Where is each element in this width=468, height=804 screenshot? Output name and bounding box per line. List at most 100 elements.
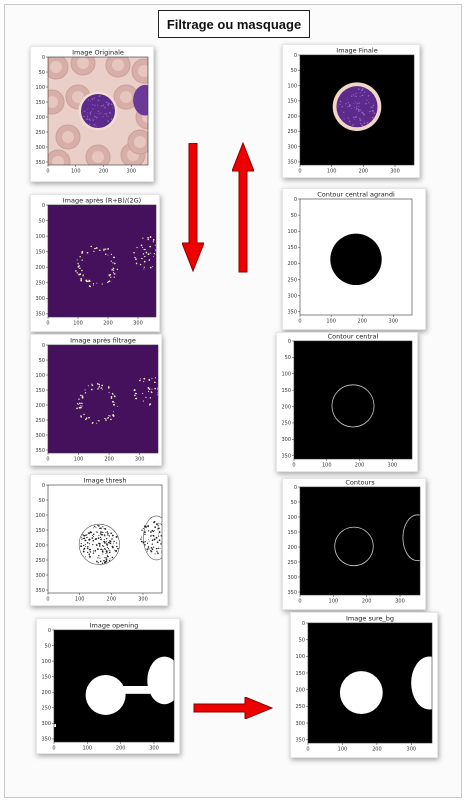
x-tick-label: 200 [107,597,117,603]
y-tick-label: 100 [287,83,297,89]
y-tick-label: 250 [287,560,297,566]
dark-pixel [98,534,100,536]
bright-pixel [160,391,161,392]
x-tick-label: 0 [298,599,301,605]
dark-pixel [92,540,94,542]
y-tick-label: 200 [35,543,45,549]
dark-pixel [80,545,83,548]
bright-pixel [113,402,115,404]
dark-pixel [107,548,109,550]
cell-texture [82,115,84,117]
cell-texture [86,116,89,118]
bright-pixel [77,403,80,405]
y-tick-label: 250 [35,281,45,287]
bright-pixel [108,414,110,417]
dark-pixel [85,534,87,536]
dark-pixel [103,534,106,536]
dark-pixel [103,540,106,543]
cell-texture [363,113,365,116]
y-tick-label: 0 [294,485,297,491]
cell-texture [348,120,351,123]
bright-pixel [113,276,115,278]
bright-pixel [107,247,109,250]
y-tick-label: 50 [39,498,45,504]
dark-pixel [83,549,85,551]
dark-pixel [147,525,150,528]
bright-pixel [109,415,111,417]
panel-image [54,630,174,742]
dark-pixel [157,547,159,549]
red-blood-cell-center [72,91,84,103]
dark-pixel [97,557,99,559]
bright-pixel [156,394,158,396]
bright-pixel [76,403,79,405]
bright-pixel [111,392,114,395]
cell-texture [359,109,361,111]
bright-pixel [87,280,89,283]
bright-pixel [81,269,83,272]
sure-bg-neighbor-cell [411,656,432,710]
dark-pixel [165,536,166,537]
dark-pixel [98,525,100,527]
bright-pixel [142,253,145,255]
bright-pixel [162,400,163,402]
cell-texture [107,103,110,106]
dark-pixel [157,523,159,525]
bright-pixel [107,416,110,419]
cell-texture [361,88,364,90]
cell-texture [372,104,375,107]
cell-texture [88,118,91,121]
dark-pixel [96,531,99,533]
bright-pixel [84,392,87,394]
y-tick-label: 250 [281,421,291,427]
y-tick-label: 300 [295,721,305,727]
bright-pixel [90,388,93,391]
dark-pixel [115,536,118,538]
cell-texture [364,120,366,122]
bright-pixel [162,393,163,394]
bright-pixel [147,236,149,239]
dark-pixel [106,543,108,545]
cell-texture [355,92,357,94]
x-tick-label: 300 [149,746,159,752]
dark-pixel [106,552,108,554]
cell-texture [112,107,114,109]
cell-texture [359,122,362,125]
y-tick-label: 350 [35,588,45,594]
bright-pixel [113,269,115,271]
y-tick-label: 150 [295,671,305,677]
bright-pixel [81,405,83,407]
opened-central-cell [85,674,126,715]
cell-texture [100,105,103,107]
cell-texture [92,108,94,110]
x-tick-label: 300 [395,599,405,605]
dark-pixel [148,540,150,542]
cell-texture [112,104,114,106]
bright-pixel [160,388,161,389]
enlarged-contour-fill [330,233,382,286]
y-tick-label: 350 [35,448,45,454]
dark-pixel [154,521,156,523]
cell-texture [83,115,85,118]
dark-pixel [162,546,164,548]
dark-pixel [151,543,153,545]
bright-pixel [143,260,146,263]
bright-pixel [140,244,143,247]
y-tick-label: 150 [35,528,45,534]
bright-pixel [158,243,160,245]
bright-pixel [152,266,154,268]
dark-pixel [155,536,158,539]
bright-pixel [79,265,80,266]
dark-pixel [107,541,110,544]
cell-texture [356,102,358,105]
image-background [48,205,156,317]
dark-pixel [103,557,105,559]
bright-pixel [80,278,82,280]
dark-pixel [140,538,142,540]
y-tick-label: 150 [287,530,297,536]
axes-frame [47,204,157,318]
y-tick-label: 100 [35,234,45,240]
x-tick-label: 300 [390,169,400,175]
bright-pixel [161,390,163,392]
bright-pixel [81,402,83,405]
